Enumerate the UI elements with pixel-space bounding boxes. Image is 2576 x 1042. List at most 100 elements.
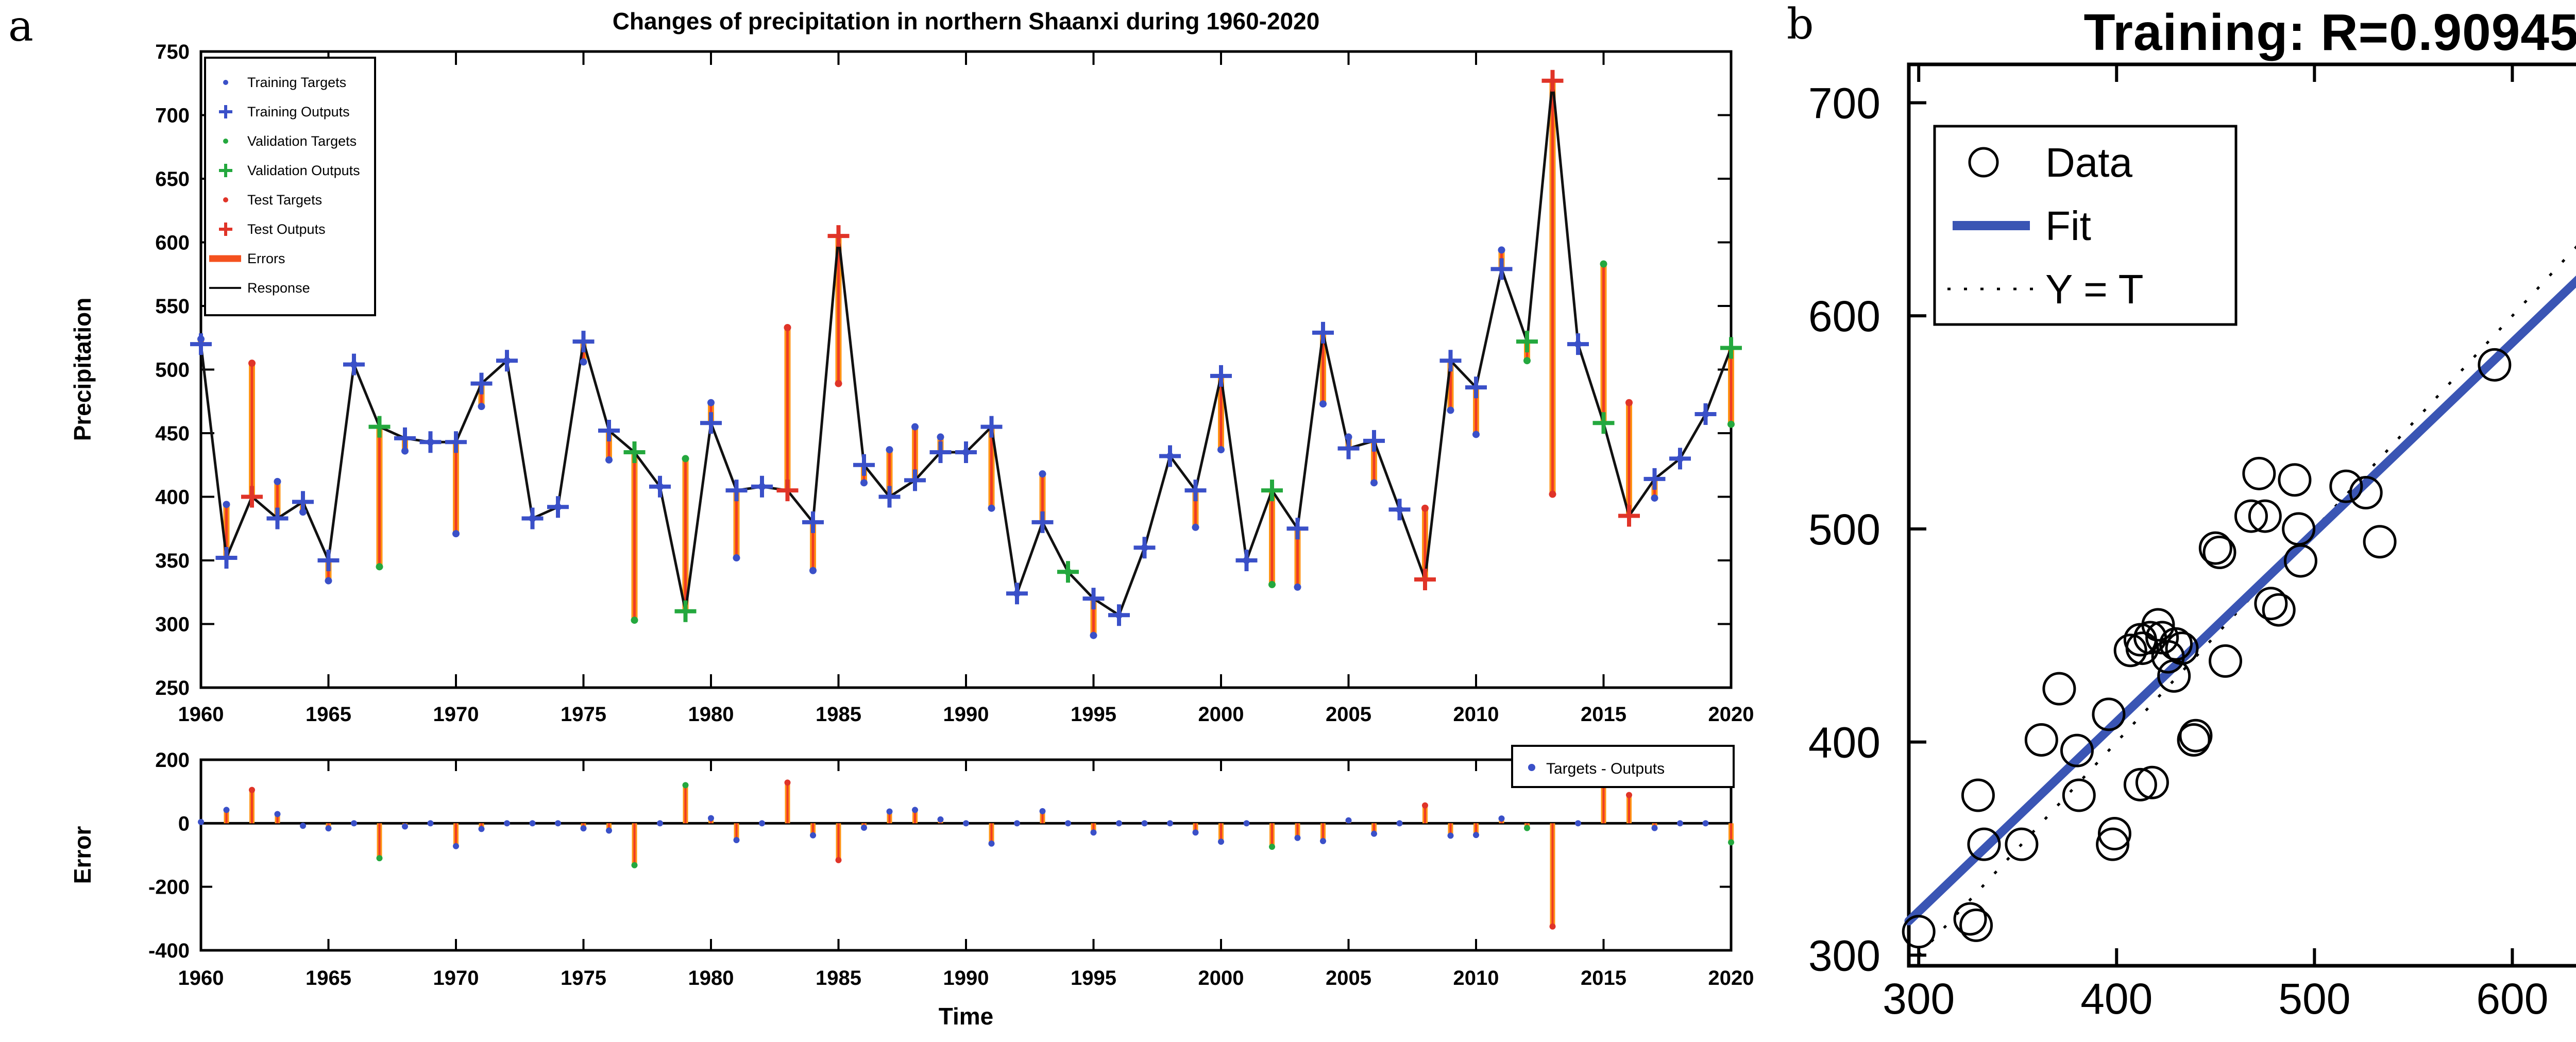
data-point — [2125, 631, 2159, 665]
tick-label: 1990 — [943, 967, 989, 989]
tick-label: 300 — [155, 613, 190, 636]
panel-a-label: a — [8, 2, 33, 51]
tick-label: 300 — [1808, 931, 1880, 980]
data-point — [2159, 627, 2193, 661]
error-tip-marker — [912, 807, 918, 813]
legend-label: Errors — [247, 251, 285, 266]
error-tip-marker — [708, 815, 714, 822]
target-marker — [223, 501, 230, 508]
time-axis-label: Time — [938, 1003, 994, 1030]
data-point — [2198, 531, 2232, 565]
tick-label: 1975 — [561, 703, 606, 726]
error-tip-marker — [1371, 830, 1377, 837]
target-marker — [580, 358, 587, 366]
error-tip-marker — [733, 837, 740, 844]
error-tip-marker — [1447, 832, 1454, 839]
legend-label: Data — [2045, 140, 2132, 185]
tick-label: 2020 — [1708, 703, 1754, 726]
tick-label: 300 — [1883, 975, 1955, 1023]
error-tip-marker — [988, 840, 995, 847]
tick-label: 1975 — [561, 967, 606, 989]
target-marker — [452, 530, 460, 538]
data-point — [2283, 544, 2317, 578]
error-tip-marker — [1626, 792, 1632, 798]
target-marker — [248, 360, 256, 367]
data-point — [2209, 644, 2243, 678]
tick-label: 400 — [155, 486, 190, 509]
error-tip-marker — [835, 857, 842, 863]
data-point — [1959, 908, 1993, 942]
target-marker — [1039, 470, 1046, 478]
data-point — [2113, 634, 2147, 668]
tick-label: 1965 — [306, 967, 351, 989]
target-marker — [1549, 490, 1556, 498]
data-point — [2097, 816, 2131, 850]
target-marker — [707, 399, 715, 406]
plot-box — [199, 758, 1733, 952]
error-tip-marker — [1167, 820, 1173, 827]
tick-label: 1960 — [178, 967, 224, 989]
target-marker — [835, 380, 842, 387]
error-tip-marker — [1575, 820, 1581, 827]
data-point — [2005, 827, 2039, 861]
error-tip-marker — [963, 820, 969, 827]
tick-label: 700 — [155, 105, 190, 127]
fit-line — [1904, 275, 2576, 926]
regression-chart: 300400500600700300400500600700DataFitY =… — [1808, 62, 2576, 1023]
legend-label: Y = T — [2045, 266, 2144, 312]
tick-label: 600 — [155, 232, 190, 254]
legend-label: Response — [247, 280, 310, 296]
data-point — [2062, 778, 2096, 812]
error-tip-marker — [1116, 820, 1122, 827]
target-marker — [1217, 446, 1225, 454]
validation-targets-icon — [223, 139, 228, 144]
tick-label: 2015 — [1581, 703, 1626, 726]
error-tip-marker — [427, 820, 434, 827]
tick-label: 550 — [155, 295, 190, 318]
target-marker — [1600, 260, 1607, 268]
data-point — [2123, 767, 2157, 801]
tick-label: 1995 — [1071, 703, 1116, 726]
error-tip-marker — [759, 820, 765, 827]
error-tip-marker — [1269, 843, 1275, 850]
error-tip-marker — [1090, 829, 1097, 836]
target-marker — [376, 563, 383, 571]
tick-label: 750 — [155, 41, 190, 63]
data-point — [2329, 469, 2363, 503]
tick-label: 2010 — [1453, 967, 1499, 989]
data-point — [2478, 348, 2512, 382]
error-tip-marker — [657, 820, 663, 827]
tick-label: 2000 — [1198, 967, 1244, 989]
target-marker — [1370, 479, 1378, 487]
error-tip-marker — [198, 818, 204, 825]
tick-label: 2015 — [1581, 967, 1626, 989]
tick-label: 350 — [155, 550, 190, 572]
error-tip-marker — [453, 843, 459, 849]
data-point — [2042, 672, 2076, 706]
error-tip-marker — [300, 823, 306, 829]
error-tip-marker — [784, 779, 791, 786]
tick-label: 2000 — [1198, 703, 1244, 726]
error-tip-marker — [274, 811, 281, 817]
tick-label: 500 — [155, 359, 190, 382]
target-marker — [1498, 246, 1505, 254]
legend-label: Fit — [2045, 203, 2091, 249]
data-point — [2262, 593, 2296, 627]
target-marker — [988, 504, 995, 512]
error-tip-marker — [555, 820, 561, 827]
data-point — [2141, 608, 2175, 642]
legend-label: Training Outputs — [247, 104, 350, 119]
tick-label: 250 — [155, 677, 190, 699]
legend-label: Targets - Outputs — [1546, 760, 1665, 777]
precipitation-chart: 250 300 350 400 450 500 550 600 650 700 750 1960 196… — [155, 41, 1754, 726]
tick-label: 1985 — [816, 967, 861, 989]
tick-label: 700 — [1808, 79, 1880, 127]
target-marker — [784, 323, 791, 331]
tick-label: 500 — [2278, 975, 2350, 1023]
tick-label: -400 — [148, 939, 190, 962]
tick-label: 1980 — [688, 703, 734, 726]
target-marker — [1447, 406, 1454, 414]
target-marker — [733, 554, 740, 562]
